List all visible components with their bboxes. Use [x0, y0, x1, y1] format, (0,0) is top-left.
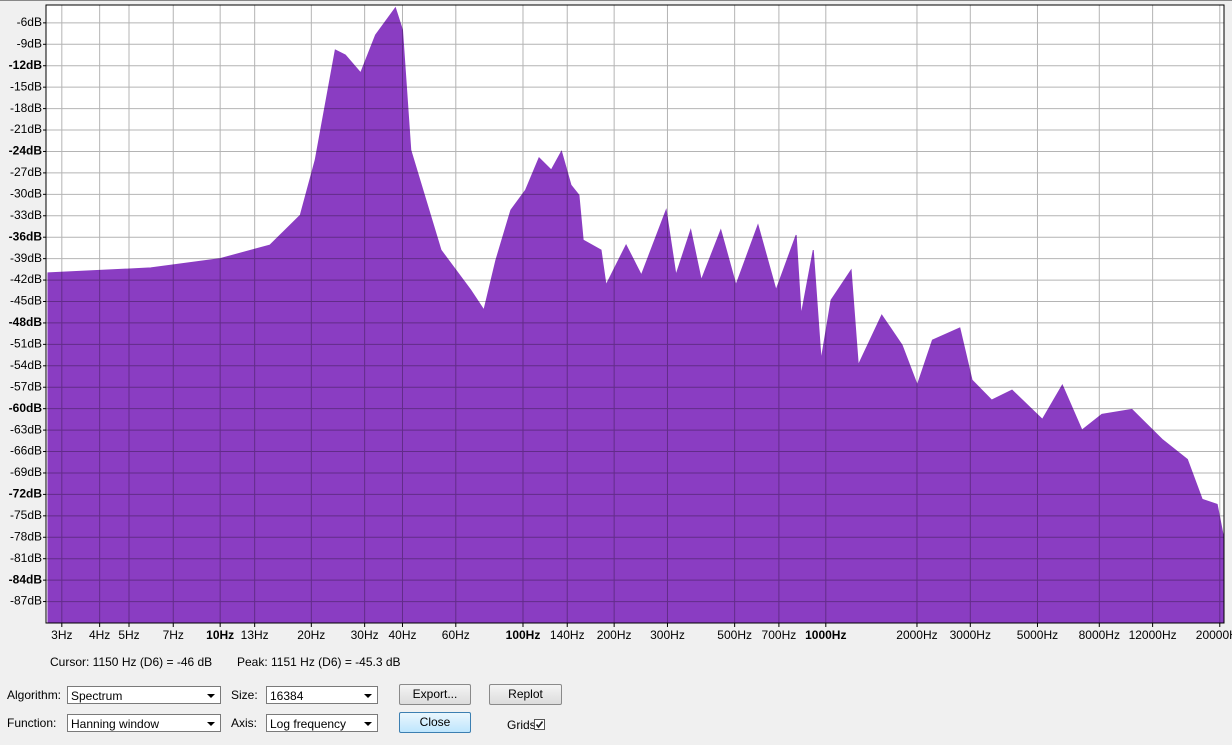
grids-checkbox[interactable]: [534, 719, 545, 730]
y-tick-label: -69dB: [10, 465, 42, 479]
check-stroke: [535, 721, 544, 729]
y-tick-label: -39dB: [10, 251, 42, 265]
export-button[interactable]: Export...: [399, 684, 471, 705]
x-tick-label: 7Hz: [163, 628, 184, 642]
x-tick-label: 1000Hz: [805, 628, 846, 642]
grids-label: Grids: [507, 718, 536, 732]
x-tick-label: 20000Hz: [1196, 628, 1232, 642]
y-tick-label: -15dB: [10, 79, 42, 93]
algorithm-label: Algorithm:: [7, 688, 62, 702]
y-tick-label: -87dB: [10, 594, 42, 608]
grid: [46, 5, 1224, 623]
x-tick-label: 140Hz: [550, 628, 585, 642]
x-tick-label: 5000Hz: [1017, 628, 1058, 642]
y-tick-label: -12dB: [9, 58, 43, 72]
x-tick-label: 13Hz: [241, 628, 269, 642]
y-tick-label: -81dB: [10, 551, 42, 565]
x-tick-label: 40Hz: [388, 628, 416, 642]
y-tick-label: -30dB: [10, 187, 42, 201]
x-tick-label: 500Hz: [717, 628, 752, 642]
y-tick-label: -60dB: [9, 401, 43, 415]
y-tick-label: -57dB: [10, 379, 42, 393]
y-tick-label: -21dB: [10, 122, 42, 136]
y-tick-label: -18dB: [10, 101, 42, 115]
x-tick-label: 100Hz: [506, 628, 541, 642]
axis-select[interactable]: Log frequency: [266, 714, 378, 732]
axis-label: Axis:: [231, 716, 258, 730]
cursor-readout: Cursor: 1150 Hz (D6) = -46 dB: [50, 655, 213, 669]
size-select[interactable]: 16384: [266, 686, 378, 704]
spectrum-plot: -6dB -9dB -12dB -15dB -18dB -21dB -24dB -27dB -3…: [0, 0, 1232, 642]
y-tick-label: -72dB: [9, 487, 43, 501]
close-button[interactable]: Close: [399, 712, 471, 733]
y-tick-label: -27dB: [10, 165, 42, 179]
y-tick-label: -78dB: [10, 529, 42, 543]
y-tick-label: -9dB: [17, 36, 42, 50]
y-tick-label: -45dB: [10, 294, 42, 308]
algorithm-select[interactable]: Spectrum: [67, 686, 221, 704]
x-tick-label: 12000Hz: [1129, 628, 1177, 642]
y-tick-label: -84dB: [9, 572, 43, 586]
x-tick-label: 60Hz: [442, 628, 470, 642]
size-label: Size:: [231, 688, 258, 702]
y-tick-label: -33dB: [10, 208, 42, 222]
y-tick-label: -75dB: [10, 508, 42, 522]
x-tick-label: 700Hz: [762, 628, 797, 642]
y-tick-label: -63dB: [10, 422, 42, 436]
x-tick-label: 2000Hz: [896, 628, 937, 642]
y-tick-label: -48dB: [9, 315, 43, 329]
x-tick-label: 8000Hz: [1079, 628, 1120, 642]
x-tick-label: 200Hz: [597, 628, 632, 642]
y-tick-label: -66dB: [10, 444, 42, 458]
replot-button[interactable]: Replot: [489, 684, 562, 705]
y-tick-label: -54dB: [10, 358, 42, 372]
x-tick-label: 10Hz: [206, 628, 234, 642]
x-tick-label: 3Hz: [51, 628, 72, 642]
x-tick-label: 20Hz: [297, 628, 325, 642]
plot-frame: [45, 4, 1225, 624]
y-tick-label: -42dB: [10, 272, 42, 286]
x-tick-label: 4Hz: [89, 628, 110, 642]
y-tick-label: -51dB: [10, 337, 42, 351]
y-tick-label: -24dB: [9, 144, 43, 158]
y-tick-label: -6dB: [17, 15, 42, 29]
y-tick-label: -36dB: [9, 229, 43, 243]
x-tick-label: 3000Hz: [950, 628, 991, 642]
x-tick-label: 300Hz: [650, 628, 685, 642]
check-mark: [535, 721, 544, 729]
x-tick-label: 30Hz: [351, 628, 379, 642]
x-tick-label: 5Hz: [118, 628, 139, 642]
function-select[interactable]: Hanning window: [67, 714, 221, 732]
peak-readout: Peak: 1151 Hz (D6) = -45.3 dB: [237, 655, 401, 669]
function-label: Function:: [7, 716, 57, 730]
